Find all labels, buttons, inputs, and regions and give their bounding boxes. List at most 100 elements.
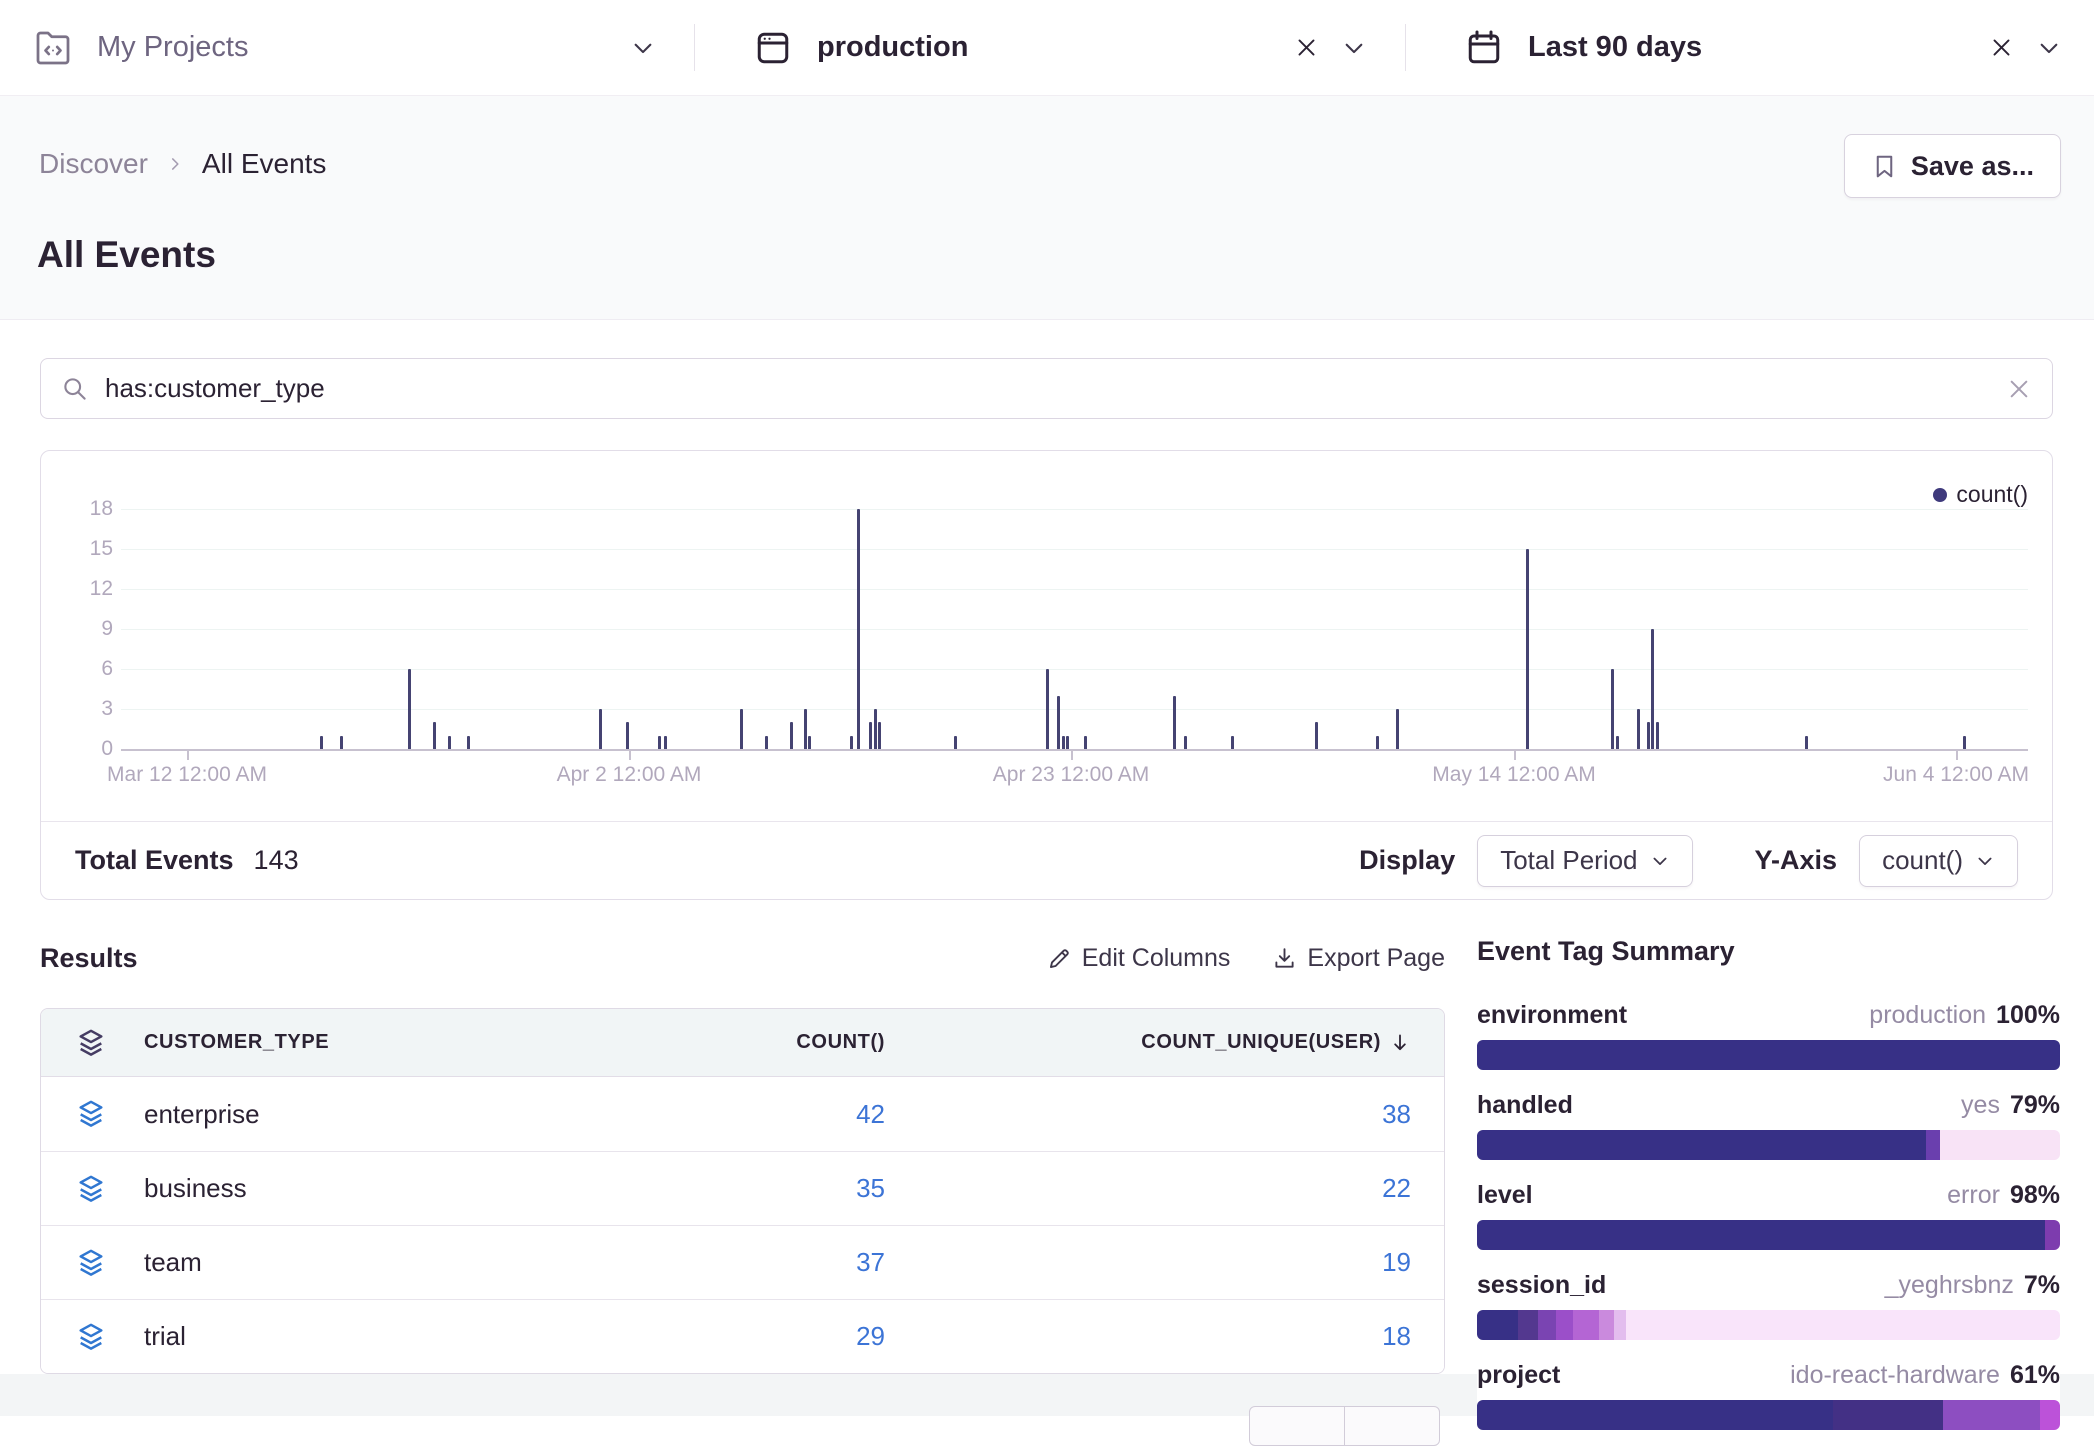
chart-bar[interactable] bbox=[1615, 735, 1619, 749]
chart-bar[interactable] bbox=[1045, 669, 1049, 749]
table-row[interactable]: team 37 19 bbox=[41, 1225, 1444, 1299]
export-page-button[interactable]: Export Page bbox=[1272, 944, 1445, 973]
chart-bar[interactable] bbox=[877, 722, 881, 749]
chart-bar[interactable] bbox=[339, 735, 343, 749]
chart-bar[interactable] bbox=[1230, 735, 1234, 749]
column-header-count-unique[interactable]: COUNT_UNIQUE(USER) bbox=[1141, 1031, 1381, 1053]
chart-bar[interactable] bbox=[953, 735, 957, 749]
tag-bar[interactable] bbox=[1477, 1220, 2060, 1250]
chart-bar[interactable] bbox=[1646, 722, 1650, 749]
chart-bar[interactable] bbox=[447, 735, 451, 749]
chart-bar[interactable] bbox=[789, 722, 793, 749]
save-as-button[interactable]: Save as... bbox=[1843, 134, 2061, 198]
chart-bar[interactable] bbox=[1083, 735, 1087, 749]
chart-bar[interactable] bbox=[1962, 735, 1966, 749]
chart-bar[interactable] bbox=[1525, 549, 1529, 749]
environment-filter[interactable]: production bbox=[695, 0, 1405, 95]
chart-bar[interactable] bbox=[1061, 735, 1065, 749]
tag-bar[interactable] bbox=[1477, 1400, 2060, 1430]
tag-bar-segment[interactable] bbox=[1925, 1130, 1941, 1160]
count-unique-cell-link[interactable]: 38 bbox=[1382, 1098, 1411, 1129]
table-row[interactable]: enterprise 42 38 bbox=[41, 1077, 1444, 1151]
chart-bar[interactable] bbox=[466, 735, 470, 749]
display-dropdown[interactable]: Total Period bbox=[1477, 834, 1693, 887]
chart-bar[interactable] bbox=[407, 669, 411, 749]
chart-bar[interactable] bbox=[1314, 722, 1318, 749]
tag-bar-segment[interactable] bbox=[1477, 1400, 1833, 1430]
chart-bar[interactable] bbox=[849, 735, 853, 749]
tag-bar-segment[interactable] bbox=[1477, 1130, 1926, 1160]
chart-bar[interactable] bbox=[1610, 669, 1614, 749]
count-cell-link[interactable]: 29 bbox=[856, 1321, 885, 1351]
tag-bar[interactable] bbox=[1477, 1040, 2060, 1070]
chart-bar[interactable] bbox=[319, 735, 323, 749]
column-header-customer-type[interactable]: CUSTOMER_TYPE bbox=[144, 1031, 330, 1053]
count-cell-link[interactable]: 42 bbox=[856, 1098, 885, 1129]
tag-bar-segment[interactable] bbox=[2039, 1400, 2060, 1430]
clear-search-icon[interactable] bbox=[2006, 376, 2032, 402]
chart-bar[interactable] bbox=[1056, 695, 1060, 749]
tag-bar-segment[interactable] bbox=[1940, 1130, 2060, 1160]
tag-bar-segment[interactable] bbox=[2045, 1220, 2060, 1250]
chart-bar[interactable] bbox=[1655, 722, 1659, 749]
count-cell-link[interactable]: 37 bbox=[856, 1247, 885, 1277]
chart-bar[interactable] bbox=[1650, 629, 1654, 749]
tag-bar-segment[interactable] bbox=[1613, 1310, 1626, 1340]
date-filter[interactable]: Last 90 days bbox=[1406, 0, 2094, 95]
chart-bar[interactable] bbox=[1804, 735, 1808, 749]
chart-bar[interactable] bbox=[803, 709, 807, 749]
tag-bar-segment[interactable] bbox=[1477, 1310, 1518, 1340]
chart-bar[interactable] bbox=[663, 735, 667, 749]
chart-bar[interactable] bbox=[739, 709, 743, 749]
chart-bar[interactable] bbox=[807, 735, 811, 749]
chevron-down-icon[interactable] bbox=[2036, 35, 2062, 61]
tag-bar-segment[interactable] bbox=[1555, 1310, 1574, 1340]
chart-bar[interactable] bbox=[1183, 735, 1187, 749]
search-input[interactable] bbox=[105, 373, 2006, 404]
chart-bar[interactable] bbox=[625, 722, 629, 749]
chevron-down-icon[interactable] bbox=[630, 35, 656, 61]
breadcrumb-discover[interactable]: Discover bbox=[39, 148, 148, 179]
tag-bar-segment[interactable] bbox=[1599, 1310, 1614, 1340]
chart-legend[interactable]: count() bbox=[1933, 481, 2028, 508]
count-unique-cell-link[interactable]: 18 bbox=[1382, 1321, 1411, 1351]
count-cell-link[interactable]: 35 bbox=[856, 1173, 885, 1203]
tag-bar[interactable] bbox=[1477, 1310, 2060, 1340]
chart-bar[interactable] bbox=[1395, 709, 1399, 749]
tag-bar-segment[interactable] bbox=[1625, 1310, 2060, 1340]
close-icon[interactable] bbox=[1294, 35, 1319, 60]
chart-bar[interactable] bbox=[1172, 695, 1176, 749]
count-unique-cell-link[interactable]: 19 bbox=[1382, 1247, 1411, 1277]
yaxis-dropdown[interactable]: count() bbox=[1859, 834, 2018, 887]
chart-bar[interactable] bbox=[856, 509, 860, 749]
project-filter[interactable]: My Projects bbox=[0, 0, 694, 95]
chart-bar[interactable] bbox=[432, 722, 436, 749]
tag-bar-segment[interactable] bbox=[1573, 1310, 1600, 1340]
chevron-down-icon[interactable] bbox=[1341, 35, 1367, 61]
chart-bar[interactable] bbox=[1636, 709, 1640, 749]
table-row[interactable]: business 35 22 bbox=[41, 1151, 1444, 1225]
search-bar[interactable] bbox=[40, 358, 2053, 419]
tag-bar[interactable] bbox=[1477, 1130, 2060, 1160]
previous-page-button[interactable] bbox=[1249, 1406, 1345, 1446]
table-row[interactable]: trial 29 18 bbox=[41, 1299, 1444, 1373]
tag-bar-segment[interactable] bbox=[1477, 1220, 2046, 1250]
chart-bar[interactable] bbox=[764, 735, 768, 749]
chart-bar[interactable] bbox=[657, 735, 661, 749]
count-unique-cell-link[interactable]: 22 bbox=[1382, 1173, 1411, 1203]
display-dropdown-value: Total Period bbox=[1500, 845, 1638, 875]
tag-bar-segment[interactable] bbox=[1538, 1310, 1556, 1340]
close-icon[interactable] bbox=[1989, 35, 2014, 60]
chart-bar[interactable] bbox=[1065, 735, 1069, 749]
tag-bar-segment[interactable] bbox=[1832, 1400, 1944, 1430]
chart-bar[interactable] bbox=[868, 722, 872, 749]
tag-bar-segment[interactable] bbox=[1517, 1310, 1539, 1340]
column-header-count[interactable]: COUNT() bbox=[796, 1031, 885, 1053]
edit-columns-button[interactable]: Edit Columns bbox=[1047, 944, 1230, 973]
chart-bar[interactable] bbox=[598, 709, 602, 749]
tag-bar-segment[interactable] bbox=[1943, 1400, 2040, 1430]
next-page-button[interactable] bbox=[1343, 1406, 1440, 1446]
chart-bar[interactable] bbox=[873, 709, 877, 749]
chart-bar[interactable] bbox=[1375, 735, 1379, 749]
tag-bar-segment[interactable] bbox=[1477, 1040, 2060, 1070]
